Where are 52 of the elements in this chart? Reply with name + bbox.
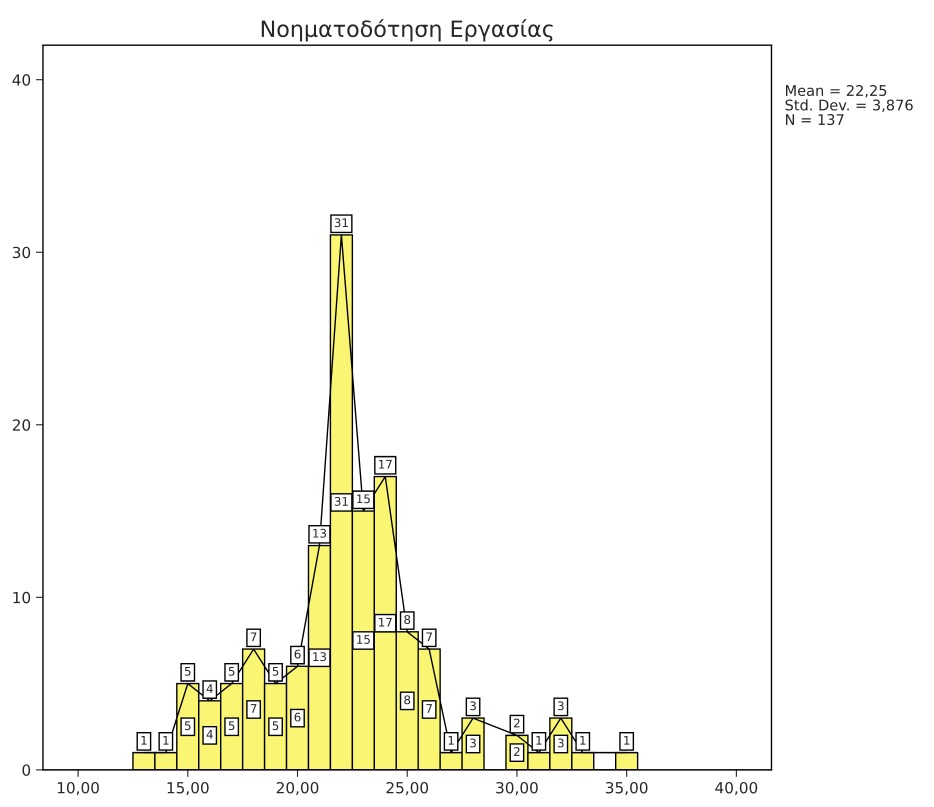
data-label: 4 bbox=[206, 684, 213, 693]
data-label: 13 bbox=[313, 652, 326, 662]
data-label: 1 bbox=[141, 736, 147, 745]
data-label: 7 bbox=[250, 632, 256, 642]
data-label: 5 bbox=[184, 721, 191, 730]
data-label: 4 bbox=[206, 730, 213, 739]
data-label: 5 bbox=[228, 721, 234, 730]
y-tick-label: 30 bbox=[12, 246, 30, 258]
data-label: 5 bbox=[184, 666, 191, 676]
data-label: 3 bbox=[558, 738, 564, 748]
x-tick-label: 40,00 bbox=[715, 782, 758, 796]
text: N = 137 bbox=[786, 114, 844, 126]
y-tick-label: 10 bbox=[13, 592, 30, 604]
data-label: 8 bbox=[404, 695, 410, 704]
text: Mean = 22,25 bbox=[786, 84, 886, 98]
data-label: 7 bbox=[250, 704, 256, 713]
data-label: 31 bbox=[334, 496, 348, 506]
text: Std. Dev. = 3,876 bbox=[786, 99, 913, 112]
data-label: 3 bbox=[558, 701, 564, 710]
data-label: 5 bbox=[272, 666, 278, 676]
y-tick-label: 40 bbox=[12, 74, 30, 86]
data-label: 1 bbox=[448, 736, 454, 745]
data-label: 3 bbox=[470, 701, 476, 710]
x-tick-label: 30,00 bbox=[496, 782, 538, 796]
data-label: 2 bbox=[514, 718, 520, 728]
data-label: 6 bbox=[294, 712, 301, 722]
data-label: 2 bbox=[514, 747, 520, 756]
data-label: 3 bbox=[470, 738, 476, 748]
data-label: 7 bbox=[426, 704, 432, 713]
data-label: 17 bbox=[379, 460, 392, 469]
x-tick-label: 25,00 bbox=[386, 782, 428, 796]
data-label: 6 bbox=[294, 650, 301, 659]
data-label: 17 bbox=[379, 618, 392, 626]
x-tick-label: 15,00 bbox=[168, 782, 209, 796]
data-label: 7 bbox=[426, 632, 432, 642]
y-tick-label: 0 bbox=[22, 764, 30, 776]
chart-title: Νοηματοδότηση Εργασίας bbox=[262, 19, 553, 42]
data-label: 1 bbox=[163, 736, 169, 745]
data-label: 1 bbox=[624, 736, 630, 745]
data-label: 13 bbox=[313, 528, 326, 538]
x-tick-label: 10,00 bbox=[58, 782, 99, 796]
data-label: 15 bbox=[357, 635, 370, 644]
y-tick-label: 20 bbox=[12, 419, 30, 431]
data-label: 31 bbox=[334, 218, 348, 228]
data-label: 1 bbox=[580, 736, 586, 745]
data-label: 5 bbox=[272, 721, 278, 730]
x-tick-label: 20,00 bbox=[276, 782, 318, 796]
data-label: 15 bbox=[357, 494, 370, 504]
x-tick-label: 35,00 bbox=[606, 782, 648, 796]
data-label: 8 bbox=[404, 615, 410, 624]
data-label: 5 bbox=[228, 666, 234, 676]
data-label: 1 bbox=[536, 736, 542, 745]
